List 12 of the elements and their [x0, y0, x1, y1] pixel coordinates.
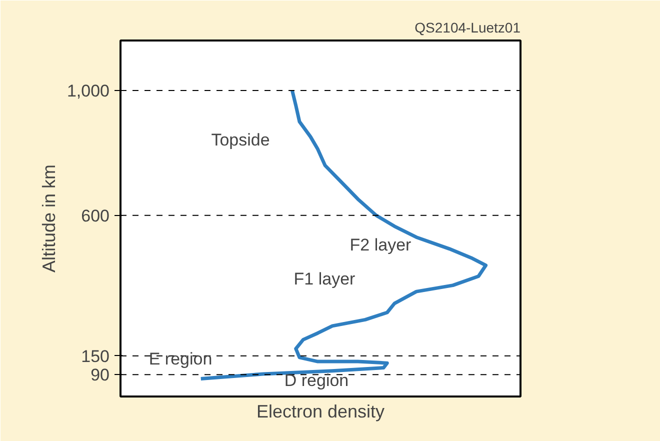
annotation: F1 layer [294, 270, 356, 289]
y-tick-label: 1,000 [66, 81, 110, 100]
y-tick-label: 150 [81, 346, 110, 366]
annotation: Topside [211, 130, 270, 150]
annotation: E region [148, 350, 212, 369]
y-tick-label: 600 [81, 206, 110, 226]
annotation: D region [284, 370, 349, 390]
x-axis-title: Electron density [256, 402, 385, 422]
y-axis-title: Altitude in km [38, 164, 59, 273]
text: QS2104-Luetz01 [414, 20, 521, 36]
annotation: F2 layer [350, 236, 412, 255]
y-tick-label: 90 [90, 366, 110, 385]
